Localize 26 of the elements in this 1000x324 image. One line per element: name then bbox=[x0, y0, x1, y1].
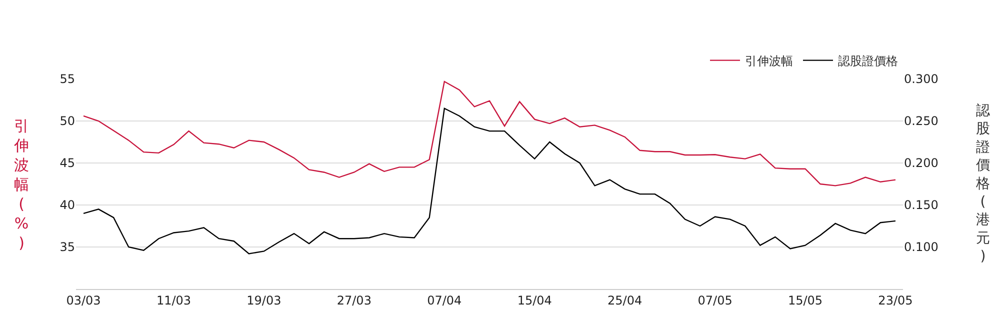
legend-label: 認股證價格 bbox=[838, 54, 898, 68]
x-tick-label: 27/03 bbox=[336, 293, 372, 308]
x-tick-label: 23/05 bbox=[878, 293, 913, 308]
line-series bbox=[82, 80, 896, 186]
x-tick-label: 15/05 bbox=[788, 293, 823, 308]
y2-tick-label: 0.300 bbox=[904, 72, 938, 86]
x-tick-label: 19/03 bbox=[246, 293, 282, 308]
y-axis-title: 引伸波幅 (%) bbox=[13, 117, 29, 252]
y2-tick-label: 0.150 bbox=[904, 198, 938, 212]
x-tick-label: 03/03 bbox=[66, 293, 101, 308]
x-tick-label: 25/04 bbox=[608, 293, 642, 308]
x-tick-label: 07/04 bbox=[427, 293, 462, 308]
x-tick-label: 07/05 bbox=[698, 293, 732, 308]
y2-tick-label: 0.200 bbox=[904, 156, 938, 170]
y2-tick-label: 0.250 bbox=[904, 114, 938, 128]
line-series bbox=[82, 108, 896, 254]
y-tick-label: 40 bbox=[60, 198, 75, 212]
y2-tick-label: 0.100 bbox=[904, 240, 938, 254]
x-tick-label: 15/04 bbox=[517, 293, 552, 308]
text: 認股證價格 (港元) bbox=[976, 103, 990, 265]
y-tick-label: 50 bbox=[60, 114, 75, 128]
x-tick-label: 11/03 bbox=[156, 293, 192, 308]
legend-label: 引伸波幅 bbox=[745, 54, 793, 68]
y-tick-label: 55 bbox=[60, 72, 75, 86]
y-tick-label: 45 bbox=[60, 156, 75, 170]
y-tick-label: 35 bbox=[60, 240, 75, 254]
